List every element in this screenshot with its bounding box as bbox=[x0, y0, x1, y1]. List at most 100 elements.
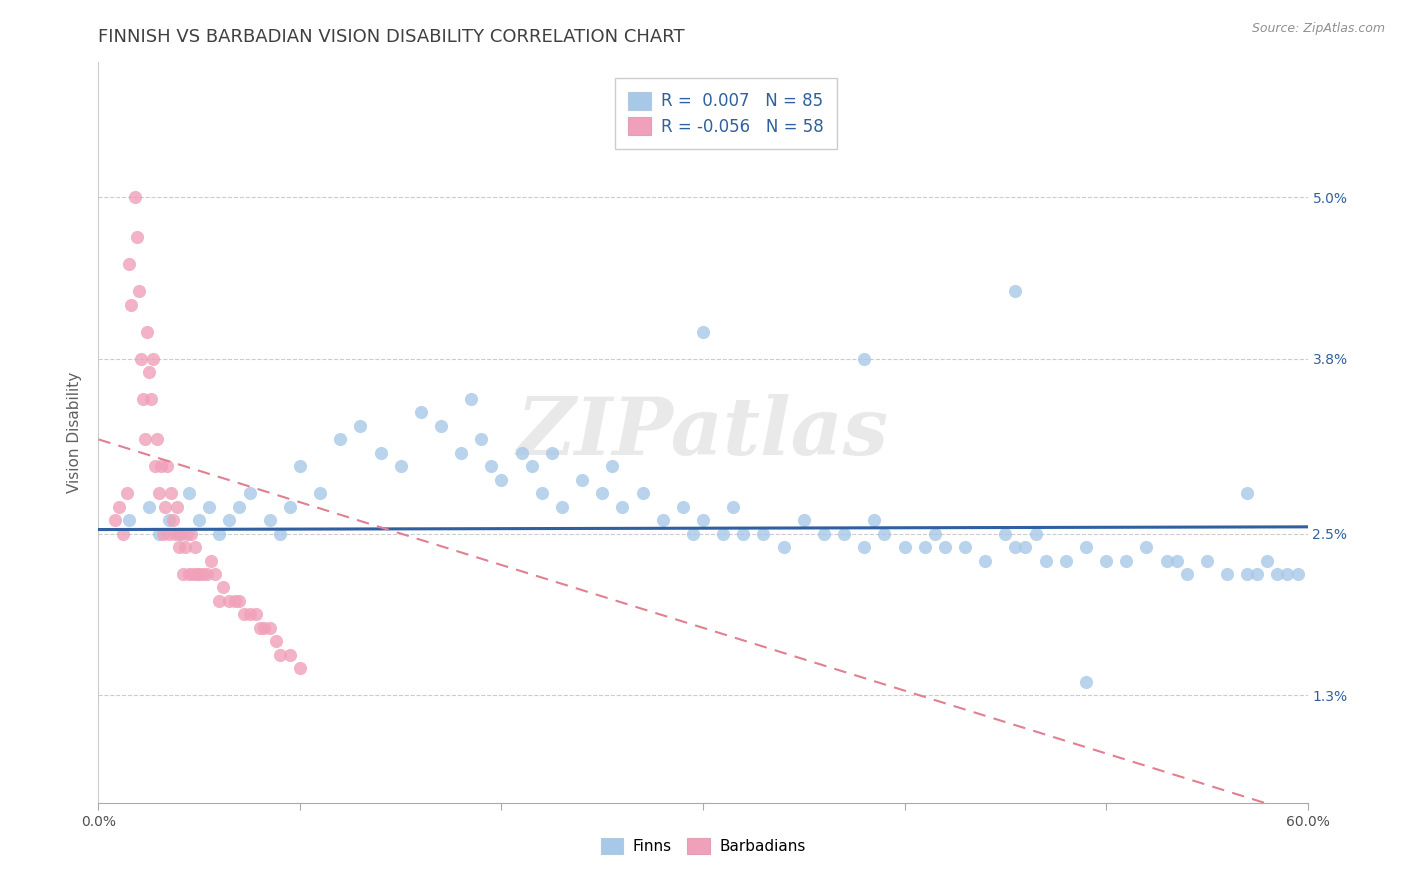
Point bbox=[115, 486, 138, 500]
Point bbox=[152, 526, 174, 541]
Point bbox=[1256, 553, 1278, 567]
Point bbox=[128, 285, 150, 299]
Point bbox=[481, 459, 503, 474]
Point bbox=[752, 526, 775, 541]
Point bbox=[450, 446, 472, 460]
Point bbox=[149, 459, 172, 474]
Point bbox=[389, 459, 412, 474]
Point bbox=[118, 257, 141, 271]
Point bbox=[288, 459, 311, 474]
Point bbox=[160, 486, 183, 500]
Point bbox=[228, 500, 250, 514]
Point bbox=[157, 526, 180, 541]
Point bbox=[1004, 285, 1026, 299]
Point bbox=[409, 405, 432, 419]
Point bbox=[135, 325, 157, 339]
Point bbox=[148, 526, 170, 541]
Point bbox=[143, 459, 166, 474]
Point bbox=[107, 500, 129, 514]
Point bbox=[208, 594, 231, 608]
Point bbox=[460, 392, 482, 406]
Point bbox=[309, 486, 332, 500]
Point bbox=[914, 540, 936, 554]
Point bbox=[193, 566, 215, 581]
Point bbox=[142, 351, 165, 366]
Point bbox=[853, 540, 876, 554]
Point bbox=[125, 230, 148, 244]
Point bbox=[157, 513, 180, 527]
Point bbox=[118, 513, 141, 527]
Point bbox=[195, 566, 218, 581]
Point bbox=[259, 513, 281, 527]
Point bbox=[208, 526, 231, 541]
Point bbox=[146, 433, 169, 447]
Point bbox=[163, 526, 186, 541]
Point bbox=[204, 566, 226, 581]
Y-axis label: Vision Disability: Vision Disability bbox=[67, 372, 83, 493]
Point bbox=[510, 446, 533, 460]
Point bbox=[181, 566, 204, 581]
Point bbox=[1025, 526, 1047, 541]
Point bbox=[430, 418, 453, 433]
Point bbox=[682, 526, 704, 541]
Point bbox=[1135, 540, 1157, 554]
Point bbox=[156, 459, 179, 474]
Point bbox=[124, 190, 146, 204]
Point bbox=[329, 433, 352, 447]
Point bbox=[1004, 540, 1026, 554]
Point bbox=[711, 526, 734, 541]
Point bbox=[1246, 566, 1268, 581]
Point bbox=[873, 526, 896, 541]
Point bbox=[288, 661, 311, 675]
Point bbox=[269, 526, 291, 541]
Point bbox=[259, 621, 281, 635]
Point bbox=[612, 500, 634, 514]
Point bbox=[218, 594, 240, 608]
Point bbox=[832, 526, 855, 541]
Point bbox=[540, 446, 562, 460]
Point bbox=[672, 500, 695, 514]
Point bbox=[179, 566, 201, 581]
Point bbox=[1115, 553, 1137, 567]
Point bbox=[148, 486, 170, 500]
Point bbox=[103, 513, 125, 527]
Point bbox=[772, 540, 794, 554]
Point bbox=[239, 486, 262, 500]
Point bbox=[924, 526, 946, 541]
Point bbox=[198, 500, 221, 514]
Point bbox=[1195, 553, 1218, 567]
Point bbox=[1166, 553, 1188, 567]
Point bbox=[974, 553, 997, 567]
Point bbox=[370, 446, 392, 460]
Point bbox=[174, 540, 197, 554]
Point bbox=[138, 500, 160, 514]
Point bbox=[1267, 566, 1289, 581]
Point bbox=[1236, 486, 1258, 500]
Point bbox=[571, 473, 593, 487]
Point bbox=[167, 526, 190, 541]
Text: FINNISH VS BARBADIAN VISION DISABILITY CORRELATION CHART: FINNISH VS BARBADIAN VISION DISABILITY C… bbox=[98, 28, 685, 45]
Point bbox=[176, 526, 198, 541]
Point bbox=[551, 500, 574, 514]
Point bbox=[1035, 553, 1057, 567]
Point bbox=[249, 621, 271, 635]
Point bbox=[491, 473, 513, 487]
Point bbox=[120, 298, 142, 312]
Point bbox=[692, 325, 714, 339]
Point bbox=[994, 526, 1017, 541]
Point bbox=[470, 433, 492, 447]
Point bbox=[132, 392, 155, 406]
Point bbox=[172, 566, 194, 581]
Point bbox=[1074, 540, 1097, 554]
Point bbox=[253, 621, 276, 635]
Point bbox=[1277, 566, 1299, 581]
Point bbox=[153, 500, 176, 514]
Point bbox=[111, 526, 134, 541]
Point bbox=[179, 486, 201, 500]
Point bbox=[1074, 674, 1097, 689]
Point bbox=[602, 459, 624, 474]
Point bbox=[934, 540, 956, 554]
Point bbox=[184, 540, 207, 554]
Point bbox=[1236, 566, 1258, 581]
Point bbox=[1286, 566, 1309, 581]
